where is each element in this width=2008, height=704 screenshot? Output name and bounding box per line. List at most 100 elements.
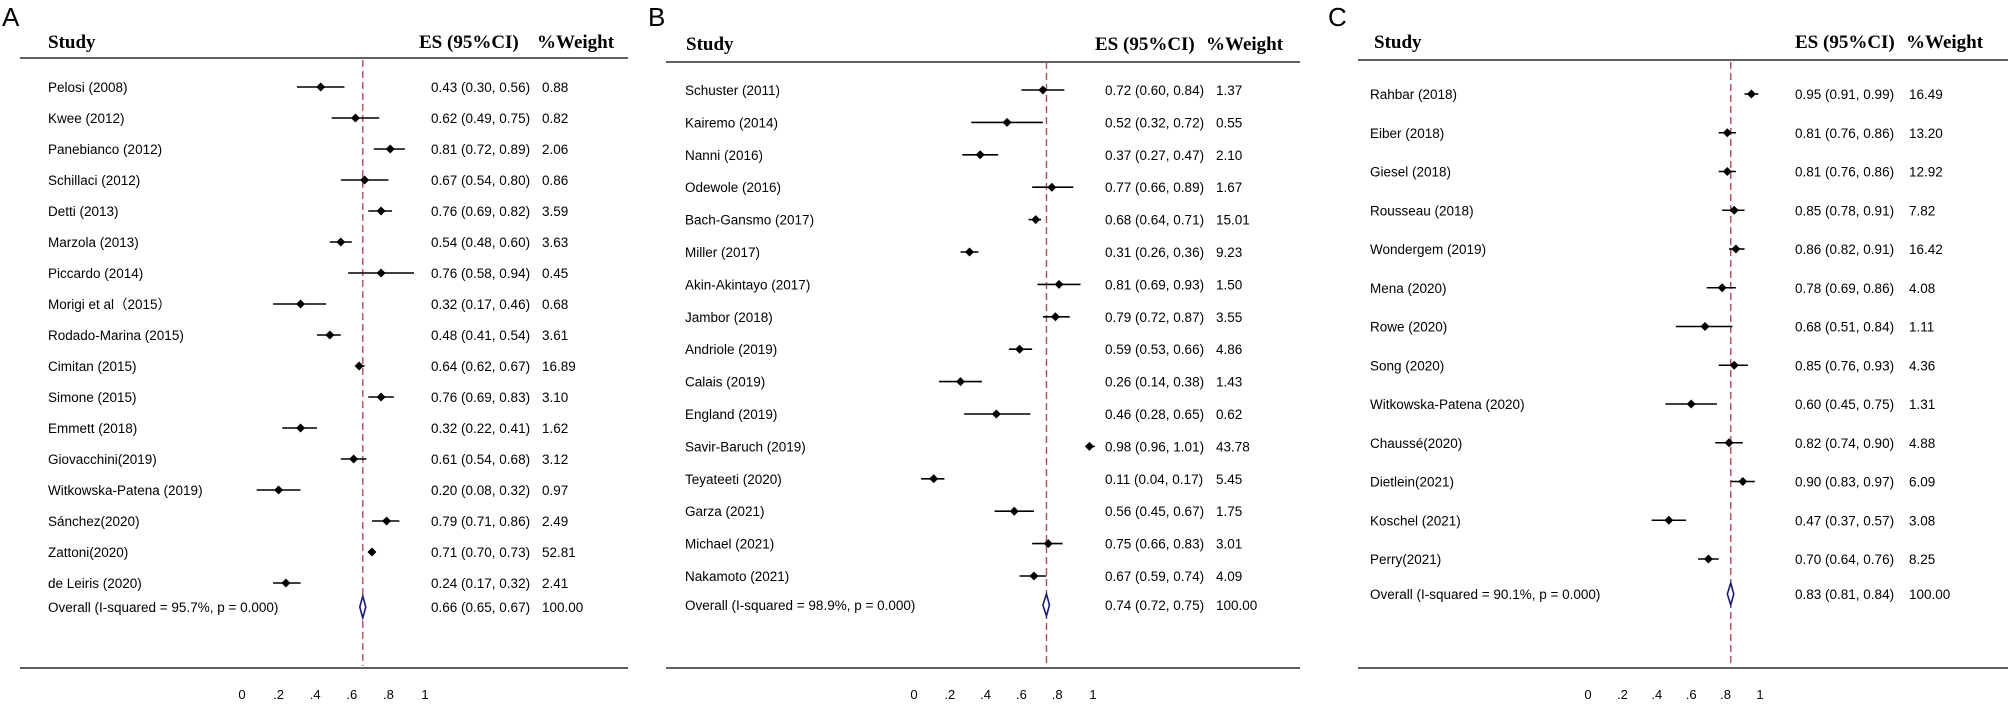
point-estimate: [1009, 506, 1019, 516]
weight-text: 3.61: [542, 328, 568, 343]
study-label: Zattoni(2020): [48, 545, 128, 560]
es-ci-text: 0.95 (0.91, 0.99): [1795, 87, 1894, 102]
overall-es-ci-text: 0.83 (0.81, 0.84): [1795, 587, 1894, 602]
x-tick-label: 1: [1089, 687, 1096, 702]
weight-text: 5.45: [1216, 472, 1242, 487]
es-ci-text: 0.90 (0.83, 0.97): [1795, 475, 1894, 490]
overall-label: Overall (I-squared = 98.9%, p = 0.000): [685, 598, 915, 613]
weight-text: 1.50: [1216, 277, 1242, 292]
point-estimate: [376, 268, 386, 278]
weight-text: 1.37: [1216, 83, 1242, 98]
es-ci-text: 0.61 (0.54, 0.68): [431, 452, 530, 467]
es-ci-text: 0.56 (0.45, 0.67): [1105, 504, 1204, 519]
study-label: Sánchez(2020): [48, 514, 140, 529]
x-tick-label: .6: [1686, 687, 1697, 702]
es-ci-text: 0.37 (0.27, 0.47): [1105, 148, 1204, 163]
panel-label: C: [1328, 2, 1347, 32]
point-estimate: [1722, 128, 1732, 138]
study-label: Perry(2021): [1370, 552, 1441, 567]
header-es: ES (95%CI): [1095, 34, 1195, 55]
weight-text: 7.82: [1909, 203, 1935, 218]
point-estimate: [1703, 554, 1713, 564]
study-label: Schillaci (2012): [48, 173, 140, 188]
point-estimate: [360, 175, 370, 185]
weight-text: 4.36: [1909, 358, 1935, 373]
overall-weight-text: 100.00: [542, 600, 583, 615]
point-estimate: [1729, 205, 1739, 215]
point-estimate: [1746, 89, 1756, 99]
x-tick-label: .2: [944, 687, 955, 702]
study-label: Witkowska-Patena (2019): [48, 483, 203, 498]
weight-text: 3.55: [1216, 310, 1242, 325]
weight-text: 15.01: [1216, 213, 1250, 228]
point-estimate: [274, 485, 284, 495]
x-tick-label: .8: [1720, 687, 1731, 702]
point-estimate: [1084, 441, 1094, 451]
point-estimate: [929, 474, 939, 484]
study-label: Odewole (2016): [685, 180, 781, 195]
header-weight: %Weight: [1206, 34, 1284, 55]
es-ci-text: 0.62 (0.49, 0.75): [431, 111, 530, 126]
study-label: Song (2020): [1370, 358, 1444, 373]
es-ci-text: 0.43 (0.30, 0.56): [431, 80, 530, 95]
weight-text: 3.12: [542, 452, 568, 467]
es-ci-text: 0.67 (0.59, 0.74): [1105, 569, 1204, 584]
point-estimate: [1724, 438, 1734, 448]
es-ci-text: 0.86 (0.82, 0.91): [1795, 242, 1894, 257]
weight-text: 0.86: [542, 173, 568, 188]
es-ci-text: 0.85 (0.78, 0.91): [1795, 203, 1894, 218]
weight-text: 2.06: [542, 142, 568, 157]
header-es: ES (95%CI): [419, 32, 519, 53]
point-estimate: [1015, 344, 1025, 354]
weight-text: 43.78: [1216, 439, 1250, 454]
es-ci-text: 0.54 (0.48, 0.60): [431, 235, 530, 250]
header-weight: %Weight: [1906, 32, 1984, 53]
es-ci-text: 0.76 (0.58, 0.94): [431, 266, 530, 281]
weight-text: 4.09: [1216, 569, 1242, 584]
es-ci-text: 0.59 (0.53, 0.66): [1105, 342, 1204, 357]
study-label: Kairemo (2014): [685, 115, 778, 130]
study-label: Giovacchini(2019): [48, 452, 157, 467]
x-tick-label: .4: [310, 687, 321, 702]
x-tick-label: .8: [383, 687, 394, 702]
weight-text: 1.75: [1216, 504, 1242, 519]
study-label: Eiber (2018): [1370, 126, 1444, 141]
weight-text: 6.09: [1909, 475, 1935, 490]
study-label: Dietlein(2021): [1370, 475, 1454, 490]
weight-text: 1.11: [1909, 320, 1934, 335]
weight-text: 52.81: [542, 545, 576, 560]
study-label: Koschel (2021): [1370, 513, 1461, 528]
weight-text: 0.45: [542, 266, 568, 281]
es-ci-text: 0.52 (0.32, 0.72): [1105, 115, 1204, 130]
study-label: Witkowska-Patena (2020): [1370, 397, 1525, 412]
study-label: Emmett (2018): [48, 421, 137, 436]
panel-label: A: [2, 2, 20, 32]
point-estimate: [1050, 312, 1060, 322]
study-label: Bach-Gansmo (2017): [685, 213, 814, 228]
weight-text: 0.62: [1216, 407, 1242, 422]
point-estimate: [1038, 85, 1048, 95]
weight-text: 3.63: [542, 235, 568, 250]
es-ci-text: 0.75 (0.66, 0.83): [1105, 537, 1204, 552]
es-ci-text: 0.46 (0.28, 0.65): [1105, 407, 1204, 422]
study-label: Schuster (2011): [685, 83, 780, 98]
study-label: Kwee (2012): [48, 111, 125, 126]
study-label: Nanni (2016): [685, 148, 763, 163]
study-label: Wondergem (2019): [1370, 242, 1486, 257]
point-estimate: [1664, 515, 1674, 525]
study-label: Jambor (2018): [685, 310, 773, 325]
point-estimate: [1054, 279, 1064, 289]
study-label: Giesel (2018): [1370, 165, 1451, 180]
point-estimate: [1700, 322, 1710, 331]
point-estimate: [975, 150, 985, 160]
es-ci-text: 0.81 (0.72, 0.89): [431, 142, 530, 157]
study-label: Simone (2015): [48, 390, 137, 405]
header-es: ES (95%CI): [1795, 32, 1895, 53]
header-study: Study: [1374, 32, 1422, 53]
overall-es-ci-text: 0.74 (0.72, 0.75): [1105, 598, 1204, 613]
overall-diamond: [1726, 580, 1735, 608]
point-estimate: [1043, 539, 1053, 549]
es-ci-text: 0.64 (0.62, 0.67): [431, 359, 530, 374]
point-estimate: [1731, 244, 1741, 254]
